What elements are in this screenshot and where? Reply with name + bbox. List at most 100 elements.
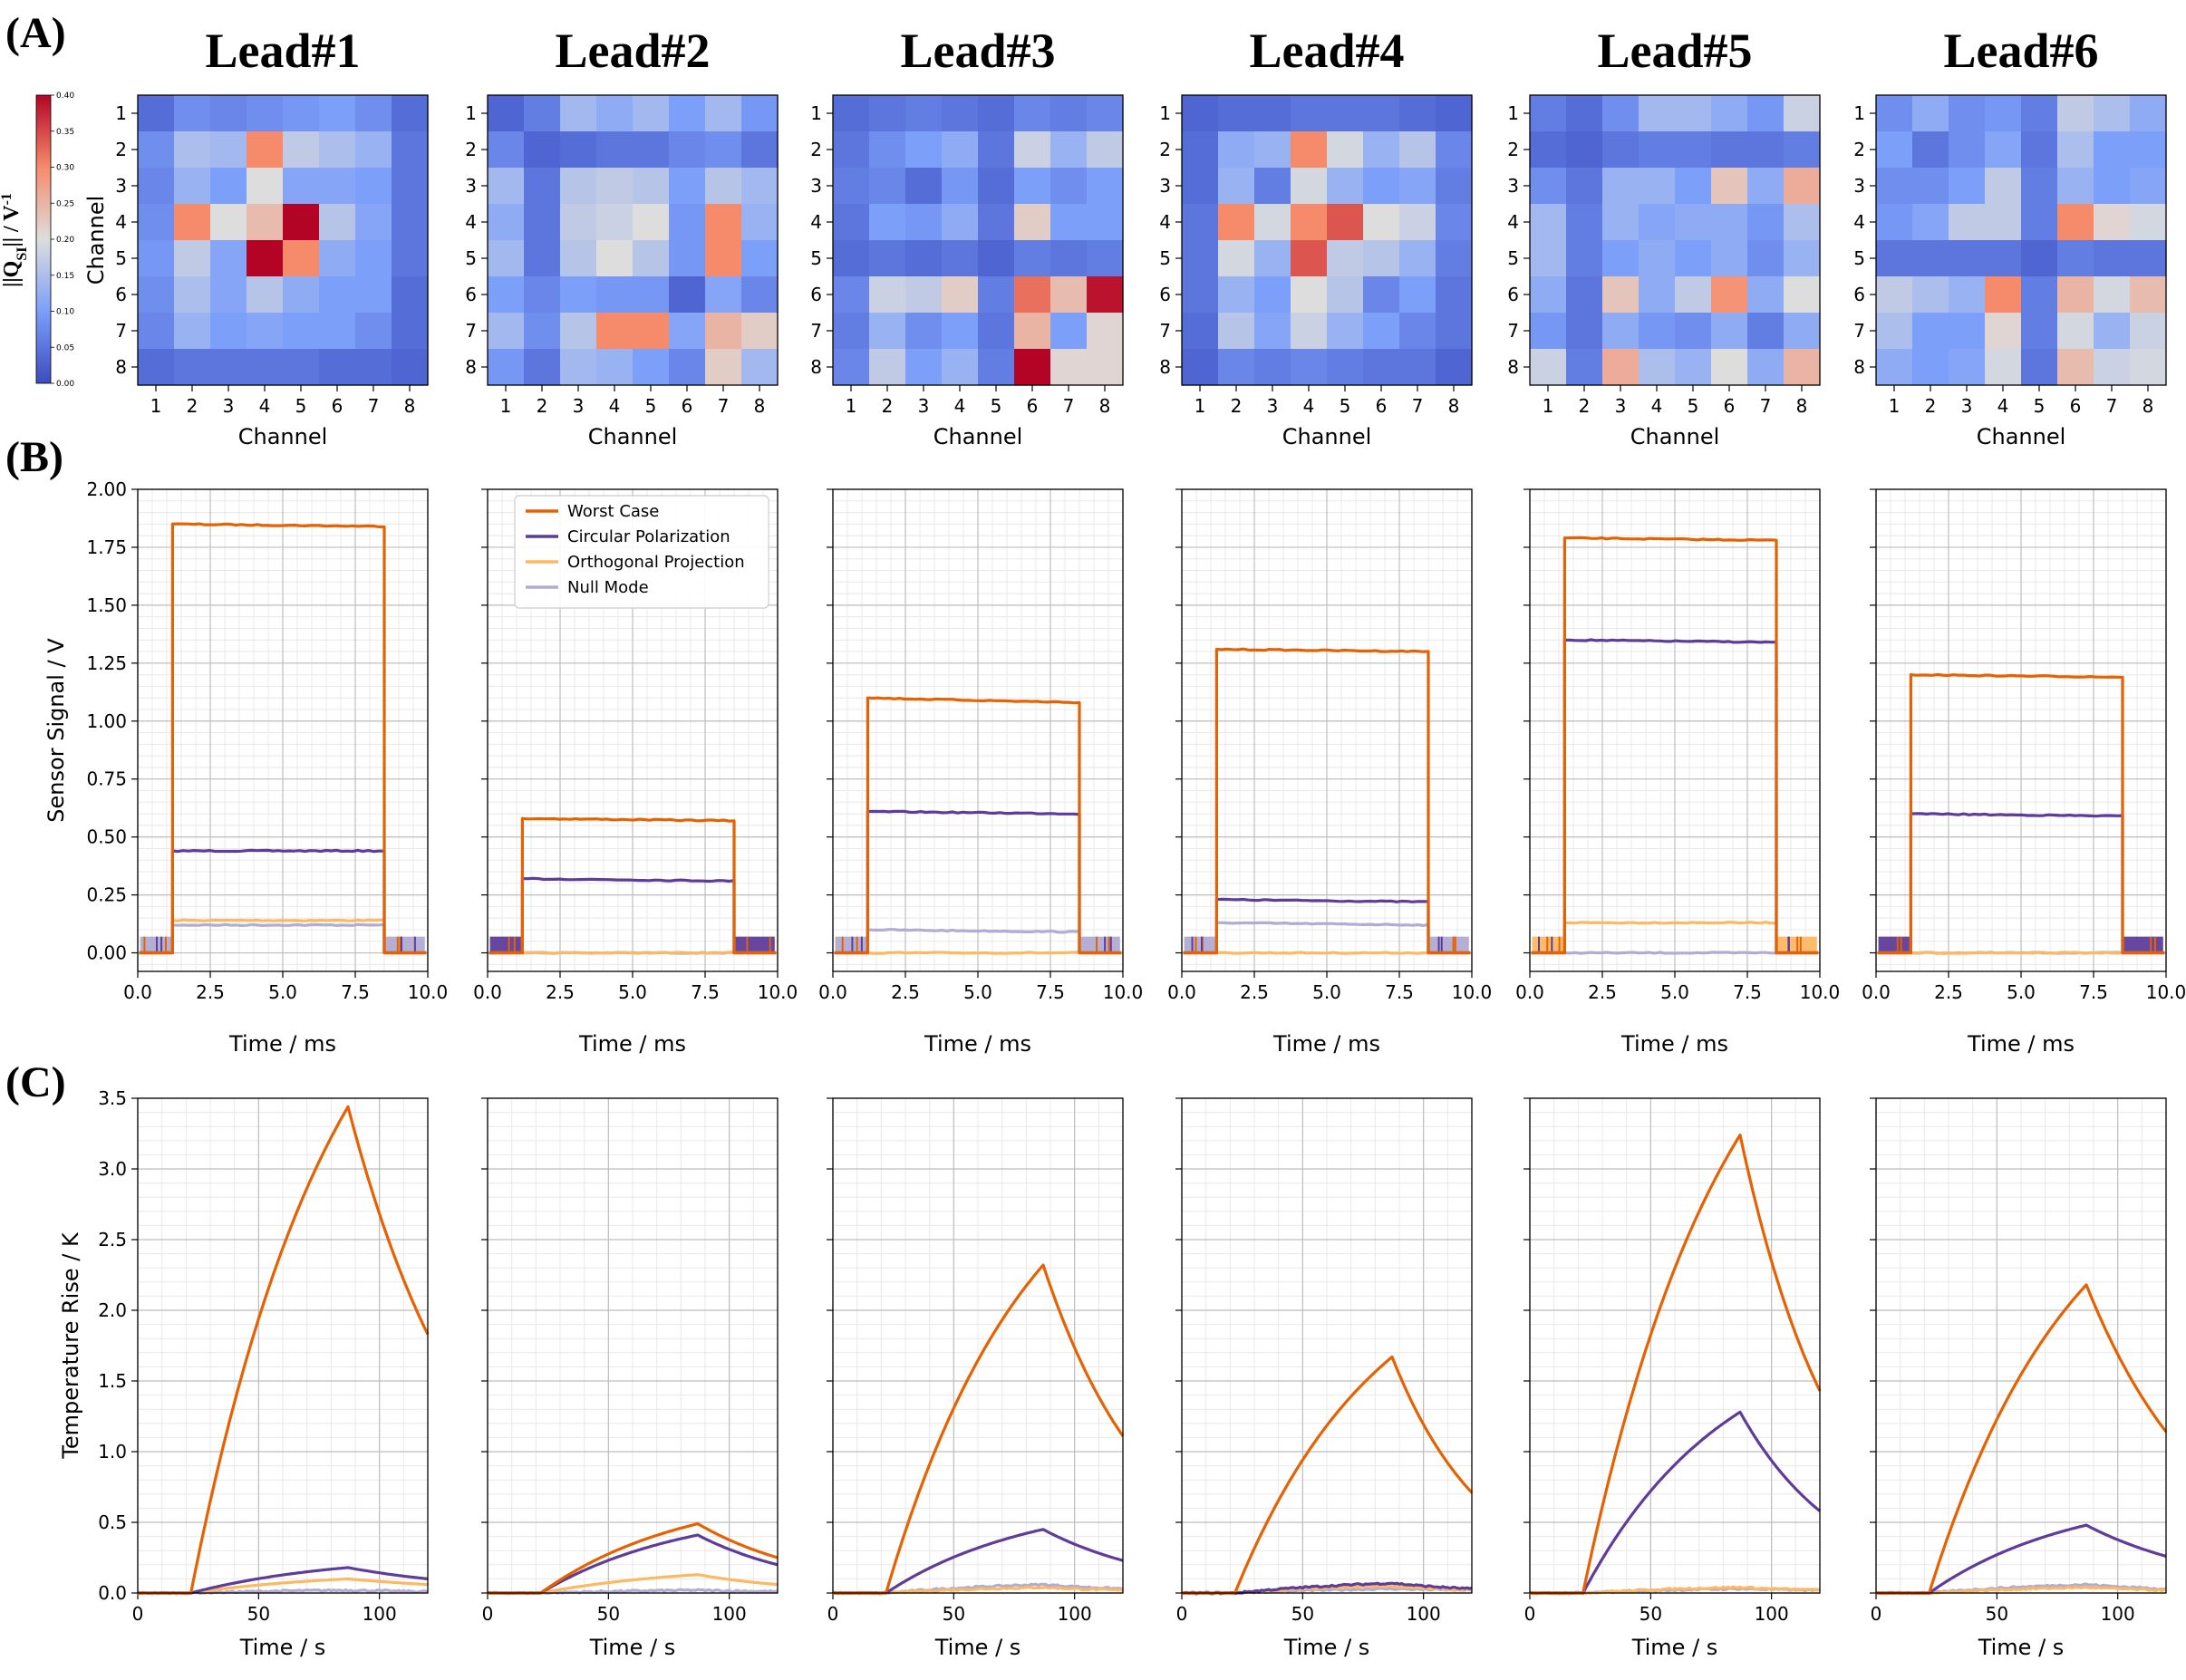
heatmap-cell	[1602, 276, 1640, 314]
heatmap-cell	[560, 349, 597, 386]
heatmap-cell	[1363, 168, 1400, 205]
heatmap-cell	[355, 95, 392, 132]
x-tick-label: 5.0	[268, 981, 297, 1003]
colorbar-tick-label: 0.25	[56, 199, 74, 208]
x-axis-label: Time / ms	[228, 1031, 336, 1057]
plot-axes: 0 50 100 0.0 0.5 1.0 1.5 2.0 2.5 3.0 3.5 Time / s Te…	[58, 1087, 430, 1660]
heatmap-cell	[1014, 276, 1051, 314]
heatmap-cell	[1050, 131, 1088, 169]
heatmap-cell	[174, 240, 211, 277]
heatmap-cell	[633, 276, 670, 314]
heatmap-cell	[978, 349, 1015, 386]
heatmap-cell	[174, 204, 211, 241]
panel-letter-b: (B)	[5, 433, 63, 481]
heatmap-cell	[2021, 276, 2058, 314]
heatmap-cell	[869, 349, 906, 386]
heatmap-cell	[978, 131, 1015, 169]
heatmap-cell	[1566, 168, 1603, 205]
x-tick-label: 0	[1176, 1603, 1188, 1625]
heatmap-lead-3: Lead#3 1 1 2 2 3 3 4 4 5 5 6 6 7 7 8 8 Channel	[810, 24, 1124, 449]
y-tick-label: 0.25	[86, 884, 127, 906]
heatmap-cell	[1876, 131, 1913, 169]
heatmap-cell	[2057, 204, 2094, 241]
y-tick-label: 4	[810, 211, 822, 233]
y-tick-label: 7	[1159, 320, 1171, 342]
heatmap-cell	[1436, 204, 1473, 241]
heatmap-cell	[1566, 95, 1603, 132]
heatmap-cell	[1087, 95, 1124, 132]
x-tick-label: 0.0	[123, 981, 152, 1003]
y-tick-label: 5	[1507, 247, 1519, 269]
x-tick-label: 2.5	[546, 981, 575, 1003]
x-tick-label: 0	[1871, 1603, 1882, 1625]
x-axis-label: Channel	[238, 424, 328, 449]
heatmap-cell	[1566, 313, 1603, 350]
heatmap-cell	[392, 276, 429, 314]
plot-axes: 0 50 100 Time / s	[1870, 1097, 2168, 1660]
y-tick-label: 8	[1159, 356, 1171, 378]
heatmap-cell	[633, 240, 670, 277]
y-tick-label: 6	[115, 284, 127, 305]
idle-noise-band	[385, 936, 425, 953]
heatmap-cell	[319, 313, 356, 350]
colorbar-tick-label: 0.20	[56, 236, 74, 245]
heatmap-cell	[488, 276, 525, 314]
heatmap-cell	[1639, 240, 1676, 277]
heatmap-cell	[1291, 276, 1328, 314]
heatmap-cell	[560, 240, 597, 277]
heatmap-cell	[247, 313, 284, 350]
heatmap-cell	[833, 168, 870, 205]
heatmap-cell	[1218, 276, 1255, 314]
idle-noise-spike	[413, 936, 416, 953]
y-tick-label: 1.75	[86, 536, 127, 558]
x-axis-label: Channel	[588, 424, 678, 449]
idle-noise-band	[1429, 936, 1469, 953]
x-tick-label: 1	[1889, 395, 1901, 417]
x-tick-label: 4	[1303, 395, 1315, 417]
heatmap-frame	[1181, 94, 1473, 386]
heatmap-cell	[1985, 204, 2022, 241]
heatmap-cell	[355, 276, 392, 314]
heatmap-cell	[2130, 313, 2167, 350]
x-tick-label: 0	[1524, 1603, 1536, 1625]
heatmap-cell	[138, 276, 175, 314]
heatmap-cell	[247, 131, 284, 169]
heatmap-cell	[705, 95, 742, 132]
x-tick-label: 50	[247, 1603, 270, 1625]
heatmap-cell	[869, 168, 906, 205]
heatmap-cell	[1087, 240, 1124, 277]
panel-letter-a: (A)	[5, 9, 66, 57]
heatmap-cell	[1050, 240, 1088, 277]
idle-noise-spike	[1796, 936, 1799, 953]
heatmap-cell	[283, 313, 320, 350]
heatmap-cell	[247, 240, 284, 277]
x-tick-label: 10.0	[1800, 981, 1841, 1003]
heatmap-cell	[741, 168, 779, 205]
heatmap-cell	[1985, 313, 2022, 350]
heatmap-frame	[832, 94, 1124, 386]
heatmap-cell	[833, 349, 870, 386]
heatmap-cell	[174, 276, 211, 314]
x-tick-label: 5.0	[963, 981, 992, 1003]
heatmap-cell	[1363, 131, 1400, 169]
x-tick-label: 7	[718, 395, 730, 417]
heatmap-cell	[1747, 240, 1785, 277]
heatmap-cell	[669, 168, 706, 205]
x-tick-label: 5	[1688, 395, 1699, 417]
heatmap-cell	[210, 204, 247, 241]
heatmap-cell	[1949, 349, 1986, 386]
heatmap-cell	[596, 204, 634, 241]
y-tick-label: 8	[810, 356, 822, 378]
series-line-worst-case	[1531, 536, 1819, 955]
x-tick-label: 10.0	[408, 981, 449, 1003]
x-tick-label: 6	[1724, 395, 1736, 417]
x-tick-label: 100	[1407, 1603, 1441, 1625]
heatmap-cell	[488, 131, 525, 169]
x-axis-label: Channel	[1977, 424, 2066, 449]
plot-frame	[137, 488, 429, 972]
heatmap-cell	[2130, 95, 2167, 132]
heatmap-cell	[174, 349, 211, 386]
x-axis-label: Time / s	[1978, 1635, 2065, 1660]
heatmap-cell	[138, 131, 175, 169]
series-line-null-mode	[1183, 921, 1471, 955]
